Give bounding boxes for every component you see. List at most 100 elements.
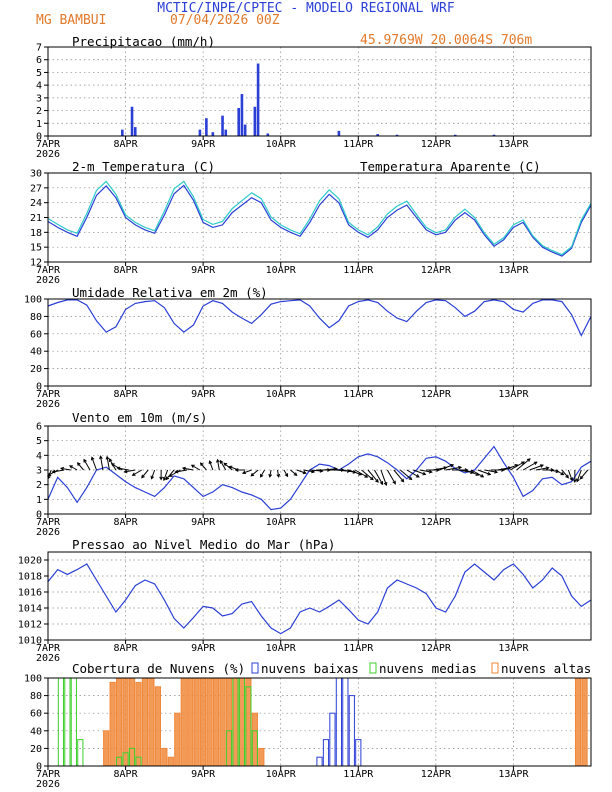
- wind-arrow: [471, 469, 484, 478]
- temp-ytick-label: 18: [30, 228, 42, 239]
- press-ytick-label: 1016: [18, 588, 42, 599]
- wind-arrow-head: [90, 456, 95, 461]
- wind-arrow: [309, 469, 323, 472]
- wind-arrow-head: [163, 477, 167, 482]
- cloud-ytick-label: 40: [30, 726, 42, 737]
- temp-day-label: 8APR: [114, 265, 139, 276]
- wind-arrow: [290, 469, 298, 476]
- cloud-bar: [167, 756, 174, 767]
- wind-arrow: [406, 469, 420, 478]
- wind-ytick-label: 3: [36, 466, 42, 477]
- press-day-label: 8APR: [114, 643, 139, 654]
- temp-ytick-label: 12: [30, 258, 42, 269]
- rh-day-label: 9APR: [191, 389, 216, 400]
- temp-ytick-label: 27: [30, 183, 42, 194]
- wind-arrow: [361, 469, 374, 481]
- wind-arrow: [242, 469, 252, 474]
- cloud-bar: [135, 681, 142, 767]
- precip-ytick-label: 2: [36, 106, 42, 117]
- cloud-bar: [245, 677, 252, 767]
- precip-ytick-label: 3: [36, 93, 42, 104]
- wind-arrow: [380, 469, 387, 486]
- rh-frame: [47, 298, 592, 387]
- wind-arrow-head: [392, 480, 396, 485]
- wind-panel: Vento em 10m (m/s) 0 1 2 3 4 5 6 7APR 8APR 9APR 10A…: [36, 410, 592, 538]
- press-series-line: [47, 563, 592, 635]
- precip-bar: [121, 129, 124, 136]
- cloud-bar: [193, 677, 200, 767]
- temp-frame: [47, 172, 592, 263]
- wind-arrow: [60, 467, 71, 471]
- wind-arrow: [567, 469, 573, 481]
- wind-arrow-head: [168, 473, 173, 477]
- cloud-day-label: 9APR: [191, 769, 216, 780]
- wind-arrow: [555, 469, 564, 476]
- wind-day-label: 13APR: [498, 517, 529, 528]
- wind-arrow-head: [458, 465, 463, 470]
- press-day-label: 12APR: [421, 643, 452, 654]
- precip-bar: [224, 129, 228, 136]
- wind-arrow: [413, 469, 426, 475]
- wind-arrow: [141, 469, 149, 478]
- wind-arrow-head: [268, 473, 273, 478]
- wind-arrow: [182, 467, 194, 471]
- cloud-day-label: 11APR: [343, 769, 374, 780]
- wind-arrow: [529, 464, 544, 471]
- wind-arrow-head: [408, 476, 413, 481]
- wind-arrow-head: [141, 474, 145, 479]
- wind-arrow-head: [241, 470, 246, 475]
- temp-series-line: [47, 180, 592, 256]
- wind-arrow: [322, 468, 337, 471]
- wind-arrow-head: [284, 473, 289, 478]
- cloud-bar: [70, 677, 77, 767]
- cloud-bar: [154, 686, 161, 767]
- wind-arrow-head: [223, 462, 228, 467]
- wind-arrow: [69, 465, 78, 471]
- wind-year-label: 2026: [36, 527, 60, 538]
- cloud-bar: [187, 677, 194, 767]
- cloud-bar: [180, 677, 187, 767]
- wind-arrow: [151, 469, 156, 479]
- wind-day-label: 10APR: [266, 517, 297, 528]
- wind-arrow-head: [83, 458, 87, 463]
- press-title: Pressao ao Nivel Medio do Mar (hPa): [72, 537, 335, 552]
- wind-arrow-head: [521, 461, 526, 465]
- press-day-label: 10APR: [266, 643, 297, 654]
- wind-arrow-head: [383, 482, 388, 486]
- wind-arrow: [503, 464, 518, 471]
- wind-arrow-head: [59, 466, 65, 471]
- wind-arrow-head: [234, 468, 239, 472]
- cloud-bar: [128, 677, 136, 767]
- rh-day-label: 13APR: [498, 389, 529, 400]
- precip-bar: [243, 124, 247, 136]
- cloud-bar: [148, 677, 155, 767]
- rh-day-label: 11APR: [343, 389, 374, 400]
- cloud-bar: [335, 677, 342, 767]
- wind-arrow-head: [576, 478, 580, 483]
- wind-arrow: [386, 469, 396, 484]
- precip-ytick-label: 1: [36, 119, 42, 130]
- wind-arrow: [47, 469, 58, 476]
- wind-arrow-head: [68, 465, 73, 469]
- run-date: 07/04/2026 00Z: [170, 13, 280, 28]
- wind-arrow-head: [190, 464, 195, 469]
- rh-panel: Umidade Relativa em 2m (%) 0 20 40 60 80 100 7A…: [24, 285, 592, 410]
- cloud-ytick-label: 60: [30, 709, 42, 720]
- wind-arrow: [52, 469, 65, 473]
- precip-ytick-label: 4: [36, 81, 42, 92]
- wind-arrow: [303, 469, 315, 473]
- precip-bar: [337, 130, 341, 136]
- press-panel: Pressao ao Nivel Medio do Mar (hPa) 1010 1…: [18, 537, 592, 664]
- wind-arrow: [535, 467, 549, 471]
- rh-ytick-label: 20: [30, 364, 42, 375]
- wind-arrow: [296, 469, 306, 474]
- cloud-day-label: 8APR: [114, 769, 139, 780]
- precip-year-label: 2026: [36, 149, 60, 160]
- wind-arrow: [484, 469, 498, 473]
- cloud-panel: Cobertura de Nuvens (%) 0 20 40 60 80 100 7APR 8…: [24, 661, 592, 790]
- wind-arrow-head: [199, 462, 204, 467]
- temp-year-label: 2026: [36, 275, 60, 286]
- wind-arrow-head: [400, 478, 405, 483]
- cloud-bar: [355, 739, 362, 767]
